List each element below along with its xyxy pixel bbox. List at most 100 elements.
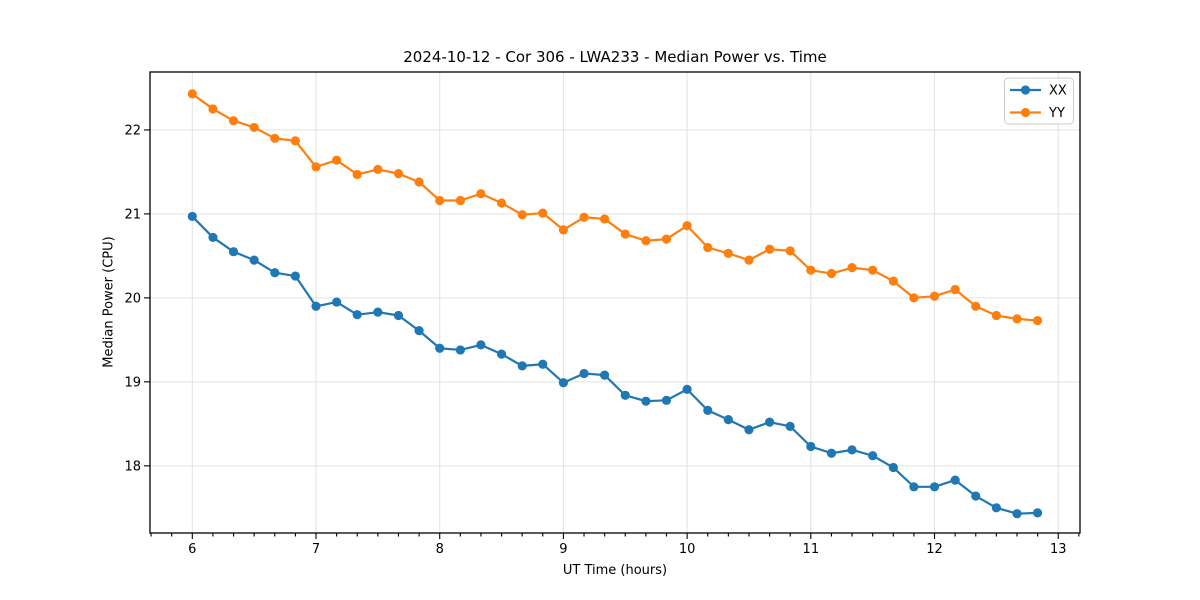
series-XX-marker <box>950 475 960 485</box>
series-YY-marker <box>950 284 960 295</box>
series-YY-marker <box>228 116 239 126</box>
series-XX-marker <box>765 417 775 427</box>
series-YY-marker <box>888 276 898 286</box>
y-tick-labels: 18 19 20 21 22 <box>124 123 141 474</box>
series-YY-marker <box>909 293 919 303</box>
grid-lines <box>150 72 1080 533</box>
series-YY-marker <box>538 208 548 218</box>
series-YY-marker <box>352 169 362 180</box>
x-tick-label: 13 <box>1050 542 1067 557</box>
x-tick-label: 8 <box>436 542 444 557</box>
series-YY-marker <box>971 301 981 311</box>
series-XX-marker <box>868 451 878 461</box>
series-YY-marker <box>765 244 775 254</box>
y-tick-label: 20 <box>124 291 141 306</box>
x-tick-label: 12 <box>926 542 943 557</box>
y-tick-label: 21 <box>124 207 141 222</box>
series-XX-marker <box>393 310 404 321</box>
series-YY-marker <box>661 234 672 244</box>
series-XX-marker <box>1012 509 1022 519</box>
series-XX-marker <box>455 345 465 355</box>
series-YY-marker <box>393 169 404 179</box>
series-YY-marker <box>641 236 651 246</box>
series-YY-marker <box>579 212 589 222</box>
chart-title: 2024-10-12 - Cor 306 - LWA233 - Median P… <box>403 48 827 66</box>
y-axis-label: Median Power (CPU) <box>101 236 117 368</box>
series-YY-marker <box>991 310 1001 321</box>
x-axis-label: UT Time (hours) <box>562 563 668 578</box>
series-XX-marker <box>373 307 383 317</box>
series-XX-marker <box>311 301 321 311</box>
series-YY-marker <box>806 265 816 275</box>
series-XX-marker <box>538 359 548 369</box>
series-YY-marker <box>311 162 321 172</box>
series-YY-marker <box>600 214 610 224</box>
series-YY-marker <box>455 195 465 206</box>
series-XX-marker <box>208 232 218 243</box>
series-YY-line <box>191 92 1038 322</box>
series-XX-marker <box>723 415 733 425</box>
x-tick-label: 10 <box>679 542 696 557</box>
series-XX-marker <box>1032 508 1043 518</box>
series-YY-marker <box>435 195 445 206</box>
legend-marker-YY <box>1020 107 1031 118</box>
series-XX-marker <box>187 211 197 222</box>
series-XX-marker <box>496 349 507 359</box>
series-YY-marker <box>414 177 424 187</box>
series-YY-marker <box>703 242 713 253</box>
series-XX-marker <box>600 370 610 380</box>
series-XX-marker <box>332 297 342 307</box>
series-XX-marker <box>661 395 672 405</box>
series-XX-marker <box>929 482 940 492</box>
series-XX-marker <box>517 361 527 371</box>
series-XX-marker <box>579 368 589 379</box>
x-tick-label: 6 <box>188 542 196 557</box>
series-XX-marker <box>806 441 816 452</box>
legend-marker-XX <box>1020 85 1031 95</box>
series-YY-marker <box>847 263 857 273</box>
series-YY-marker <box>826 268 837 279</box>
x-tick-label: 11 <box>803 542 820 557</box>
series-YY-marker <box>208 104 218 114</box>
series-XX-marker <box>888 462 898 473</box>
x-tick-label: 7 <box>312 542 320 557</box>
series-XX-marker <box>558 378 569 388</box>
axis-ticks <box>144 129 1080 539</box>
legend: XX YY <box>1004 77 1074 125</box>
series-XX-marker <box>744 425 754 435</box>
series-XX-marker <box>414 326 424 336</box>
series-XX-marker <box>847 445 857 455</box>
series-YY-marker <box>785 246 795 256</box>
series-YY-marker <box>373 164 383 175</box>
series-YY-marker <box>620 229 630 239</box>
y-tick-label: 18 <box>124 459 141 474</box>
series-XX-marker <box>435 343 445 353</box>
series-YY-marker <box>868 265 878 275</box>
series-YY-marker <box>1032 315 1043 326</box>
series-XX-marker <box>270 268 280 278</box>
series-YY-marker <box>332 155 342 165</box>
series-YY-marker <box>290 136 300 146</box>
series-YY-marker <box>1012 314 1022 324</box>
series-XX-marker <box>352 310 362 320</box>
x-tick-labels: 6 7 8 9 10 11 12 13 <box>188 542 1066 557</box>
series-YY-marker <box>270 133 280 143</box>
series-XX-marker <box>476 340 486 350</box>
series-XX-marker <box>785 421 795 431</box>
series-YY-marker <box>723 248 733 258</box>
series-YY <box>187 89 1043 326</box>
legend-label-YY: YY <box>1048 106 1065 121</box>
series-XX-marker <box>682 384 692 395</box>
legend-label-XX: XX <box>1049 84 1067 99</box>
series-XX-marker <box>249 255 259 265</box>
series-YY-marker <box>517 210 527 220</box>
y-tick-label: 19 <box>124 375 141 390</box>
series-YY-marker <box>496 198 507 208</box>
series-XX-marker <box>290 271 300 281</box>
series-YY-marker <box>249 122 259 133</box>
series-XX-marker <box>991 503 1001 513</box>
series-XX-marker <box>971 491 981 501</box>
series-XX-marker <box>641 396 651 406</box>
